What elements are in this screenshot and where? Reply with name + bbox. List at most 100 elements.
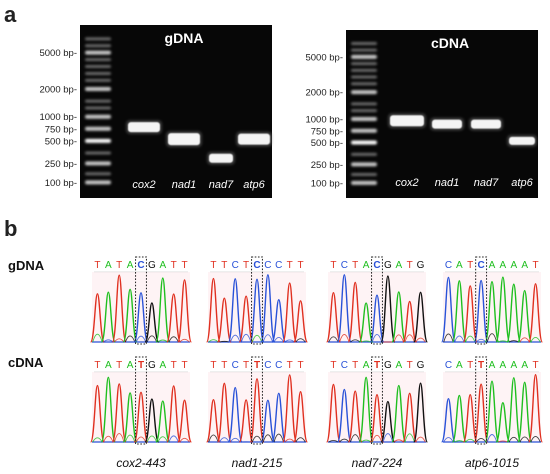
ladder-label: 750 bp- [45,124,77,135]
trace-noise [454,335,465,343]
trace-noise [168,435,179,443]
base-call: T [352,260,358,271]
trace-noise [273,433,284,443]
ladder-label: 100 bp- [311,178,343,189]
base-call: A [395,360,402,371]
trace-peak [111,274,127,343]
trace-peak [326,383,341,443]
trace-noise [382,433,394,443]
trace-peak [133,391,149,443]
base-call: A [159,360,166,371]
base-call: A [521,260,528,271]
band-atp6 [509,136,535,145]
ladder-band [85,161,111,166]
lane-label-nad7: nad7 [474,177,499,189]
edit-site-box [135,256,147,345]
gel-title: cDNA [431,35,469,51]
band-atp6 [238,133,270,145]
trace-peak [177,279,192,343]
trace-noise [92,437,103,443]
trace-peak [100,291,116,343]
trace-noise [284,339,295,343]
base-call: T [243,360,249,371]
trace-noise [179,338,190,343]
trace-background [92,372,190,442]
trace-peak [369,394,385,443]
trace-noise [135,436,147,443]
ladder-band [85,50,111,55]
base-call: G [384,260,392,271]
trace-peak [473,383,489,443]
base-call: A [521,360,528,371]
base-call: T [221,360,227,371]
base-call: T [94,360,100,371]
base-call: T [116,360,122,371]
ladder-band [85,58,111,62]
trace-peak [347,281,363,343]
trace-noise [361,439,372,443]
site-label-cox2-443: cox2-443 [116,456,166,470]
base-call: T [533,360,539,371]
trace-peak [462,285,478,343]
trace-noise [328,336,339,343]
trace-peak [282,282,298,343]
trace-peak [90,293,105,343]
trace-peak [144,398,160,443]
ladder-band [351,140,377,145]
trace-peak [336,274,352,343]
trace-peak [282,374,298,443]
ladder-label: 1000 bp- [305,115,343,126]
trace-noise [530,435,541,443]
trace-noise [530,336,541,343]
base-call: A [510,360,517,371]
trace-peak [206,399,221,443]
ladder-label: 5000 bp- [39,48,77,59]
base-call: T [467,260,473,271]
lane-label-cox2: cox2 [395,177,418,189]
trace-peak [441,276,456,343]
trace-peak [451,394,467,443]
trace-peak [260,274,276,343]
trace-peak [380,275,396,343]
ladder-band [351,162,377,167]
base-call: T [243,260,249,271]
base-call: T [352,360,358,371]
trace-noise [219,340,230,343]
trace-noise [497,440,508,443]
row-label-cdna: cDNA [8,355,44,370]
base-call: T [467,360,473,371]
base-call: T [330,360,336,371]
ladder-band [85,180,111,185]
trace-peak [177,399,192,443]
ladder-band [85,87,111,92]
trace-peak [506,283,522,343]
edit-site-box [475,356,488,445]
lane-label-atp6: atp6 [511,177,533,189]
panel-b-label: b [4,216,17,241]
trace-peak [369,294,385,343]
trace-noise [415,436,426,443]
trace-peak [100,376,116,443]
ladder-band [85,78,111,82]
ladder-band [85,151,111,155]
edit-site-box [371,256,383,345]
trace-peak [528,373,543,443]
trace-peak [111,383,127,443]
trace-noise [219,437,230,443]
trace-noise [508,340,519,343]
band-nad1 [168,133,200,146]
base-call: A [456,360,463,371]
ladder-band [85,65,111,69]
base-call: G [148,360,156,371]
trace-peak [380,400,396,443]
trace-peak [495,402,511,443]
ladder-label: 1000 bp- [39,112,77,123]
base-call: A [363,260,370,271]
trace-noise [284,438,295,443]
base-call: C [275,260,282,271]
ladder-band [351,62,377,66]
trace-peak [413,382,428,443]
ladder-band [351,152,377,156]
base-call: T [94,260,100,271]
